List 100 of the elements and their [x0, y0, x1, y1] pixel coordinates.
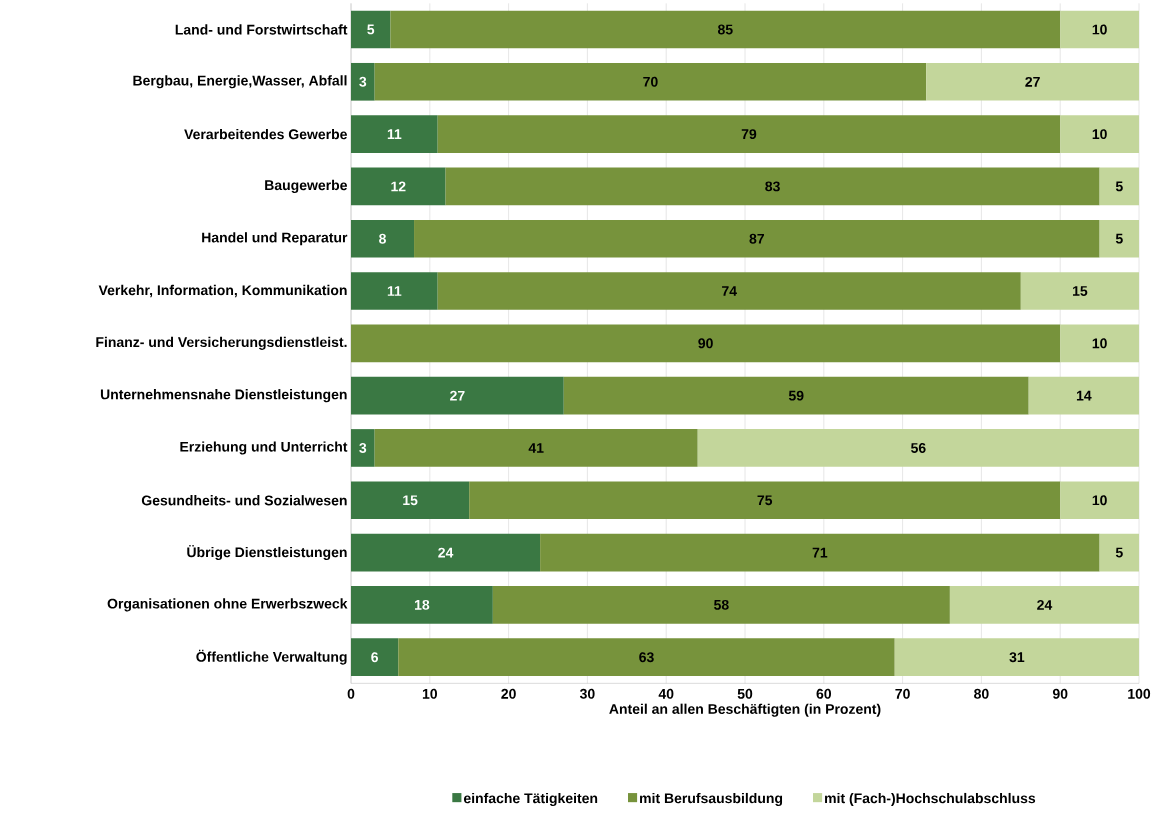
data-label: 15 — [1073, 285, 1088, 296]
x-tick-label: 70 — [895, 688, 910, 699]
data-label: 27 — [1025, 76, 1040, 87]
bar — [1028, 376, 1140, 415]
bar — [1060, 10, 1140, 49]
data-label: 59 — [788, 390, 804, 401]
bar — [1060, 481, 1140, 519]
bar — [949, 585, 1140, 624]
y-tick-label: Verkehr, Information, Kommunikation — [98, 284, 347, 298]
y-tick-label: Übrige Dienstleistungen — [187, 544, 347, 560]
data-label: 5 — [367, 24, 375, 35]
bar — [469, 481, 1061, 519]
bar — [351, 481, 470, 519]
y-tick-label: Unternehmensnahe Dienstleistungen — [100, 388, 347, 403]
data-label: 58 — [714, 599, 729, 610]
legend-label: mit (Fach-)Hochschulabschluss — [825, 792, 1036, 806]
data-label: 24 — [1037, 599, 1053, 610]
data-label: 3 — [359, 442, 367, 453]
y-tick-label: Finanz- und Versicherungsdienstleist. — [96, 336, 347, 350]
data-label: 90 — [698, 338, 713, 349]
x-tick-label: 90 — [1052, 688, 1068, 699]
data-label: 71 — [812, 547, 828, 558]
bar — [894, 638, 1140, 676]
data-label: 15 — [403, 495, 418, 505]
bar — [351, 533, 541, 572]
bar — [351, 428, 375, 467]
y-tick-label: Gesundheits- und Sozialwesen — [141, 494, 347, 506]
data-label: 11 — [387, 286, 402, 296]
x-tick-label: 20 — [501, 688, 516, 699]
bar — [697, 428, 1140, 467]
data-label: 63 — [639, 652, 654, 662]
data-label: 8 — [379, 233, 386, 244]
legend-label: einfache Tätigkeiten — [463, 792, 598, 806]
bar — [540, 533, 1100, 572]
data-label: 5 — [1115, 547, 1123, 558]
data-label: 79 — [741, 128, 757, 139]
bar — [1060, 115, 1140, 153]
x-axis-title: Anteil an allen Beschäftigten (in Prozent) — [609, 703, 881, 717]
data-label: 85 — [717, 24, 733, 35]
y-tick-label: Organisationen ohne Erwerbszweck — [107, 598, 348, 612]
data-label: 74 — [722, 286, 737, 296]
bar — [374, 62, 927, 101]
data-label: 41 — [528, 442, 544, 453]
bar — [398, 638, 895, 676]
y-tick-label: Erziehung und Unterricht — [180, 441, 348, 455]
y-tick-label: Baugewerbe — [265, 179, 347, 193]
bar — [1060, 324, 1140, 363]
data-label: 10 — [1092, 338, 1107, 349]
data-label: 70 — [643, 76, 658, 87]
bar — [351, 62, 375, 101]
data-label: 5 — [1115, 233, 1123, 244]
bar — [437, 115, 1061, 153]
bar — [351, 272, 438, 310]
y-tick-label: Handel und Reparatur — [202, 232, 348, 246]
data-label: 3 — [359, 76, 367, 87]
data-label: 10 — [1092, 128, 1107, 139]
bar — [351, 376, 564, 415]
data-label: 6 — [371, 652, 379, 662]
data-label: 31 — [1009, 652, 1025, 662]
x-tick-label: 40 — [658, 688, 674, 699]
bar — [437, 272, 1021, 310]
x-tick-label: 30 — [579, 688, 595, 699]
y-tick-label: Land- und Forstwirtschaft — [175, 24, 348, 35]
x-tick-label: 60 — [816, 688, 832, 699]
x-tick-label: 0 — [347, 688, 355, 699]
bar — [351, 10, 391, 49]
bar — [1099, 219, 1140, 258]
bar — [374, 428, 698, 467]
bar — [445, 167, 1100, 206]
bar — [351, 324, 1061, 363]
bar — [351, 167, 446, 206]
data-label: 75 — [757, 495, 773, 505]
bar — [492, 585, 950, 624]
data-label: 27 — [450, 390, 465, 401]
x-tick-label: 10 — [422, 688, 438, 699]
data-label: 14 — [1076, 390, 1092, 401]
data-label: 10 — [1092, 24, 1107, 35]
bar — [351, 585, 493, 624]
data-label: 11 — [387, 129, 402, 139]
bar — [351, 115, 438, 153]
y-tick-label: Verarbeitendes Gewerbe — [184, 128, 347, 140]
bar — [1099, 167, 1140, 206]
bar — [414, 219, 1100, 258]
bar — [563, 376, 1029, 415]
x-tick-label: 80 — [974, 688, 989, 699]
data-label: 12 — [391, 181, 406, 192]
data-label: 87 — [749, 233, 764, 244]
bar — [926, 62, 1140, 101]
data-label: 18 — [415, 599, 430, 610]
x-tick-label: 50 — [737, 688, 753, 699]
bar — [1020, 272, 1140, 310]
y-tick-label: Öffentliche Verwaltung — [196, 649, 347, 665]
data-label: 10 — [1092, 495, 1107, 506]
data-label: 24 — [438, 547, 454, 558]
bar — [351, 638, 399, 676]
bar — [1099, 533, 1140, 572]
data-label: 56 — [911, 442, 926, 453]
x-tick-label: 100 — [1128, 688, 1151, 699]
bar — [390, 10, 1061, 49]
data-label: 5 — [1115, 181, 1123, 192]
